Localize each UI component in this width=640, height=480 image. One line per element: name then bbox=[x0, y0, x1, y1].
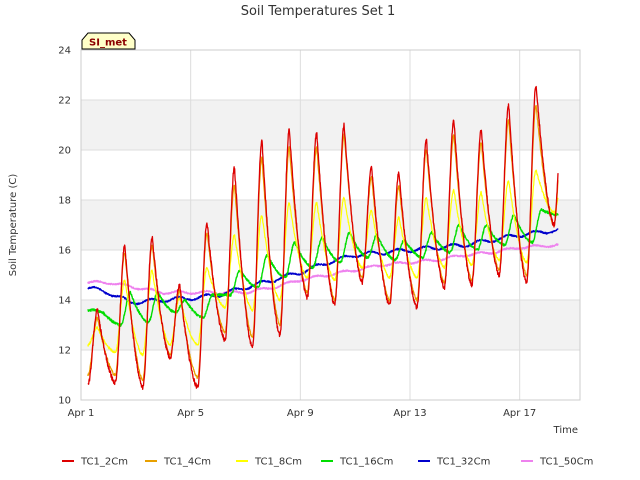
legend-label: TC1_2Cm bbox=[80, 457, 128, 468]
y-tick-label: 24 bbox=[58, 46, 71, 57]
y-tick-label: 12 bbox=[58, 346, 71, 357]
legend-label: TC1_16Cm bbox=[339, 457, 393, 468]
series-line-tc1-50cm bbox=[87, 243, 559, 296]
x-tick-label: Apr 1 bbox=[68, 408, 95, 419]
x-axis-label: Time bbox=[553, 425, 578, 436]
legend-label: TC1_4Cm bbox=[163, 457, 211, 468]
y-tick-label: 16 bbox=[58, 246, 71, 257]
legend-item: TC1_50Cm bbox=[521, 457, 593, 468]
x-tick-label: Apr 5 bbox=[177, 408, 204, 419]
legend-item: TC1_8Cm bbox=[236, 457, 302, 468]
legend-item: TC1_16Cm bbox=[321, 457, 393, 468]
y-tick-label: 18 bbox=[58, 196, 71, 207]
plot-frame bbox=[80, 49, 581, 401]
y-tick-label: 14 bbox=[58, 296, 71, 307]
legend-item: TC1_32Cm bbox=[418, 457, 490, 468]
y-tick-labels: 10 12 14 16 18 20 22 24 bbox=[58, 46, 71, 407]
chart-title: Soil Temperatures Set 1 bbox=[241, 4, 396, 19]
plot-background bbox=[81, 100, 580, 350]
legend-label: TC1_50Cm bbox=[539, 457, 593, 468]
series-lines bbox=[87, 85, 559, 390]
series-line-tc1-2cm bbox=[87, 85, 559, 390]
site-tag: SI_met bbox=[81, 32, 136, 50]
legend-label: TC1_32Cm bbox=[436, 457, 490, 468]
y-tick-label: 10 bbox=[58, 396, 71, 407]
site-tag-label: SI_met bbox=[89, 38, 127, 49]
series-line-tc1-32cm bbox=[87, 228, 559, 306]
legend-item: TC1_2Cm bbox=[62, 457, 128, 468]
background-band bbox=[81, 300, 580, 350]
x-tick-label: Apr 9 bbox=[287, 408, 314, 419]
legend-item: TC1_4Cm bbox=[145, 457, 211, 468]
background-band bbox=[81, 100, 580, 150]
x-tick-labels: Apr 1 Apr 5 Apr 9 Apr 13 Apr 17 bbox=[68, 408, 537, 419]
series-line-tc1-8cm bbox=[87, 169, 559, 357]
y-tick-label: 20 bbox=[58, 146, 71, 157]
legend: TC1_2Cm TC1_4Cm TC1_8Cm TC1_16Cm TC1_32Cm TC1… bbox=[62, 457, 593, 468]
legend-label: TC1_8Cm bbox=[254, 457, 302, 468]
site-tag-shape bbox=[81, 32, 136, 50]
x-tick-label: Apr 13 bbox=[393, 408, 426, 419]
x-tick-label: Apr 17 bbox=[503, 408, 536, 419]
background-band bbox=[81, 200, 580, 250]
y-tick-label: 22 bbox=[58, 96, 71, 107]
y-axis-label: Soil Temperature (C) bbox=[8, 174, 19, 277]
